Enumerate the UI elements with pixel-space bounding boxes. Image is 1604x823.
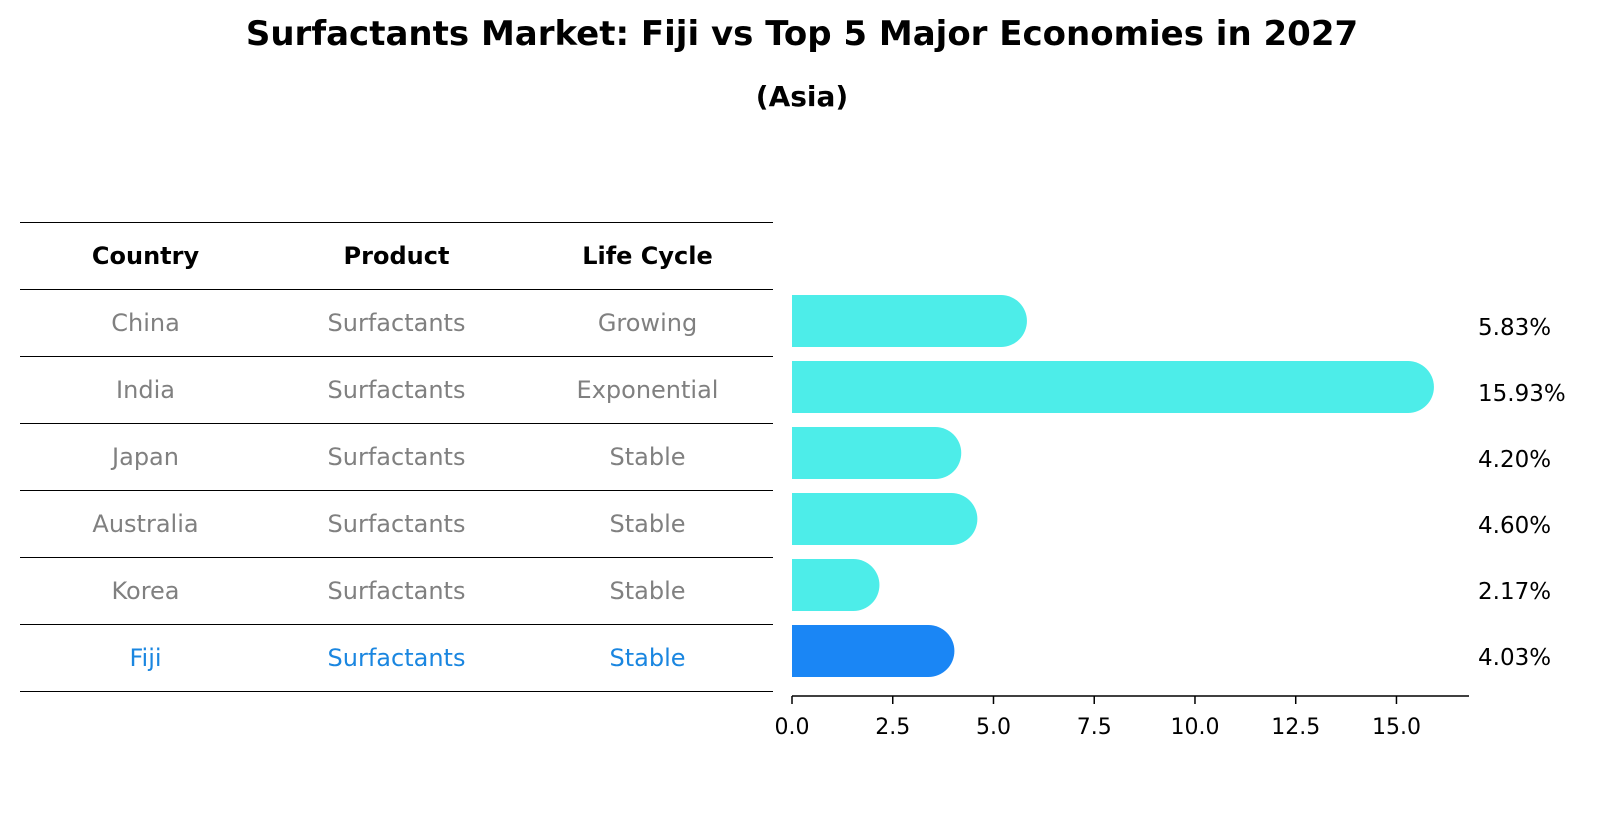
bar (792, 427, 962, 479)
data-label: 15.93% (1478, 381, 1566, 407)
data-label: 5.83% (1478, 315, 1551, 341)
cell-life-cycle: Stable (609, 443, 686, 471)
header-country: Country (91, 242, 200, 270)
cell-product: Surfactants (327, 376, 466, 404)
x-tick-label: 10.0 (1170, 715, 1219, 740)
x-tick-label: 15.0 (1372, 715, 1421, 740)
data-label: 4.20% (1478, 447, 1551, 473)
cell-country: Australia (92, 510, 199, 538)
header-life-cycle: Life Cycle (582, 242, 713, 270)
bar (792, 361, 1434, 413)
table-row: Japan Surfactants Stable (20, 423, 773, 490)
table-row: India Surfactants Exponential (20, 356, 773, 423)
table-row: China Surfactants Growing (20, 289, 773, 356)
x-tick-label: 0.0 (775, 715, 810, 740)
cell-product: Surfactants (327, 309, 466, 337)
cell-country: India (116, 376, 175, 404)
bar-highlight (792, 625, 955, 677)
x-tick-label: 2.5 (875, 715, 910, 740)
table-header-row: Country Product Life Cycle (20, 222, 773, 289)
cell-country: China (111, 309, 180, 337)
cell-life-cycle: Stable (609, 644, 686, 672)
table-row: Korea Surfactants Stable (20, 557, 773, 624)
cell-country: Fiji (129, 644, 162, 672)
cell-product: Surfactants (327, 443, 466, 471)
cell-life-cycle: Stable (609, 577, 686, 605)
chart-title: Surfactants Market: Fiji vs Top 5 Major … (245, 14, 1359, 54)
data-label: 4.60% (1478, 513, 1551, 539)
data-label: 2.17% (1478, 579, 1551, 605)
cell-country: Japan (112, 443, 179, 471)
cell-product: Surfactants (327, 577, 466, 605)
x-tick-label: 7.5 (1077, 715, 1112, 740)
bar (792, 559, 880, 611)
chart-subtitle: (Asia) (755, 80, 849, 113)
x-tick-label: 12.5 (1271, 715, 1320, 740)
cell-life-cycle: Stable (609, 510, 686, 538)
cell-product: Surfactants (327, 644, 466, 672)
header-product: Product (343, 242, 450, 270)
cell-life-cycle: Growing (597, 309, 698, 337)
data-table: Country Product Life Cycle China Surfact… (20, 222, 773, 692)
cell-product: Surfactants (327, 510, 466, 538)
x-tick-label: 5.0 (976, 715, 1011, 740)
data-label: 4.03% (1478, 645, 1551, 671)
bar (792, 493, 978, 545)
cell-life-cycle: Exponential (576, 376, 719, 404)
bar (792, 295, 1027, 347)
cell-country: Korea (111, 577, 180, 605)
table-row-highlight: Fiji Surfactants Stable (20, 624, 773, 692)
table-row: Australia Surfactants Stable (20, 490, 773, 557)
